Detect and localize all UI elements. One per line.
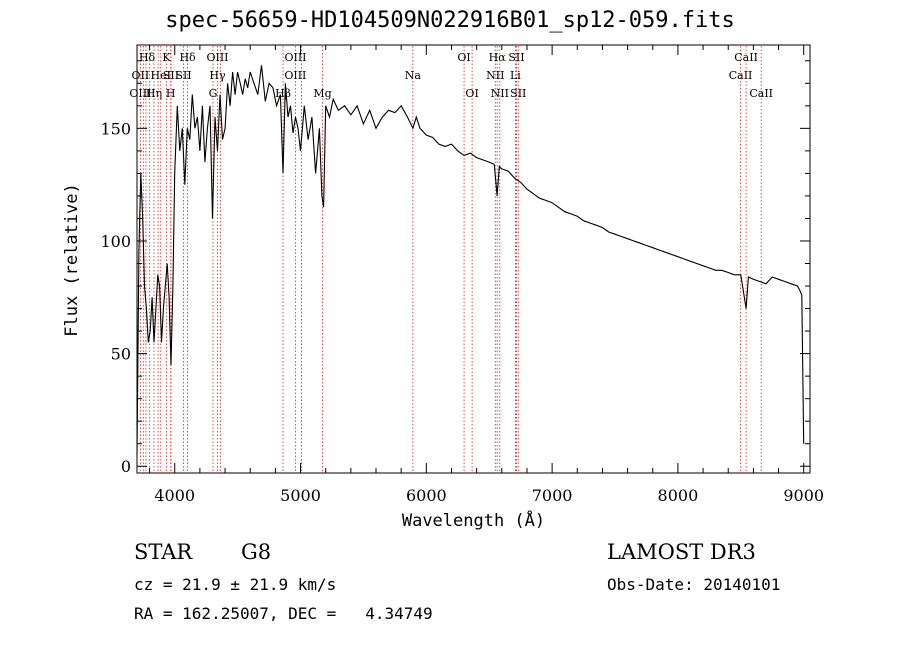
spectral-line-label: Li [510, 69, 521, 82]
spectral-line-label: K [162, 51, 171, 64]
spectral-line-label: Hδ [139, 51, 156, 64]
spectral-line-label: SII [510, 87, 526, 100]
x-tick-label: 4000 [154, 486, 195, 505]
spectral-line-label: Mg [313, 87, 331, 100]
plot-frame [136, 44, 811, 474]
obs-date: Obs-Date: 20140101 [607, 575, 781, 594]
x-tick-label: 9000 [783, 486, 824, 505]
spectral-line-label: CaII [749, 87, 773, 100]
spectral-line-label: NII [491, 87, 509, 100]
spectral-line-label: OII [132, 69, 150, 82]
spectral-line-label: OI [465, 87, 478, 100]
chart-title: spec-56659-HD104509N022916B01_sp12-059.f… [165, 8, 735, 33]
redshift-line: cz = 21.9 ± 21.9 km/s [134, 575, 337, 594]
spectral-line-label: CaII [734, 51, 758, 64]
spectral-line-label: SII [508, 51, 524, 64]
spectral-line-label: Hγ [209, 69, 226, 82]
spectral-line-label: Hβ [275, 87, 291, 100]
spectral-line-label: H [166, 87, 176, 100]
x-tick-label: 8000 [658, 486, 699, 505]
axis-ticks: 4000 5000 6000 7000 8000 9000 0 50 100 150 [100, 45, 824, 505]
x-axis-label: Wavelength (Å) [401, 511, 546, 531]
spectral-line-label: SII [163, 69, 179, 82]
spectral-line-label: OIII [206, 51, 228, 64]
spectral-line-label: OI [457, 51, 470, 64]
spectral-line-label: NII [486, 69, 504, 82]
line-labels: HδOIIOIIIKHeIHηSIIHHδSIIOIIIHγGOIIIOIIIH… [129, 51, 773, 100]
spectral-line-label: HeI [151, 69, 171, 82]
y-axis-label: Flux (relative) [62, 183, 82, 337]
spectral-line-label: Hα [489, 51, 507, 64]
y-tick-label: 100 [100, 232, 131, 251]
spectral-line-label: SII [175, 69, 191, 82]
y-tick-label: 150 [100, 119, 131, 138]
spectral-line-label: OIII [129, 87, 151, 100]
x-tick-label: 5000 [280, 486, 321, 505]
line-markers [139, 46, 762, 472]
survey-name: LAMOST DR3 [607, 540, 756, 564]
y-tick-label: 50 [111, 345, 131, 364]
x-tick-label: 7000 [532, 486, 573, 505]
spectral-line-label: Hδ [179, 51, 196, 64]
spectral-line-label: CaII [729, 69, 753, 82]
coordinates: RA = 162.25007, DEC = 4.34749 [134, 604, 433, 623]
spectrum-line [136, 65, 805, 456]
subclass: G8 [241, 540, 272, 564]
spectral-line-label: OIII [284, 69, 306, 82]
x-tick-label: 6000 [406, 486, 447, 505]
spectral-line-label: G [209, 87, 218, 100]
y-tick-label: 0 [121, 457, 131, 476]
spectral-line-label: Hη [146, 87, 162, 100]
object-class: STAR [134, 540, 193, 564]
spectral-line-label: OIII [284, 51, 306, 64]
spectrum-series [136, 65, 805, 456]
spectral-line-label: Na [405, 69, 422, 82]
